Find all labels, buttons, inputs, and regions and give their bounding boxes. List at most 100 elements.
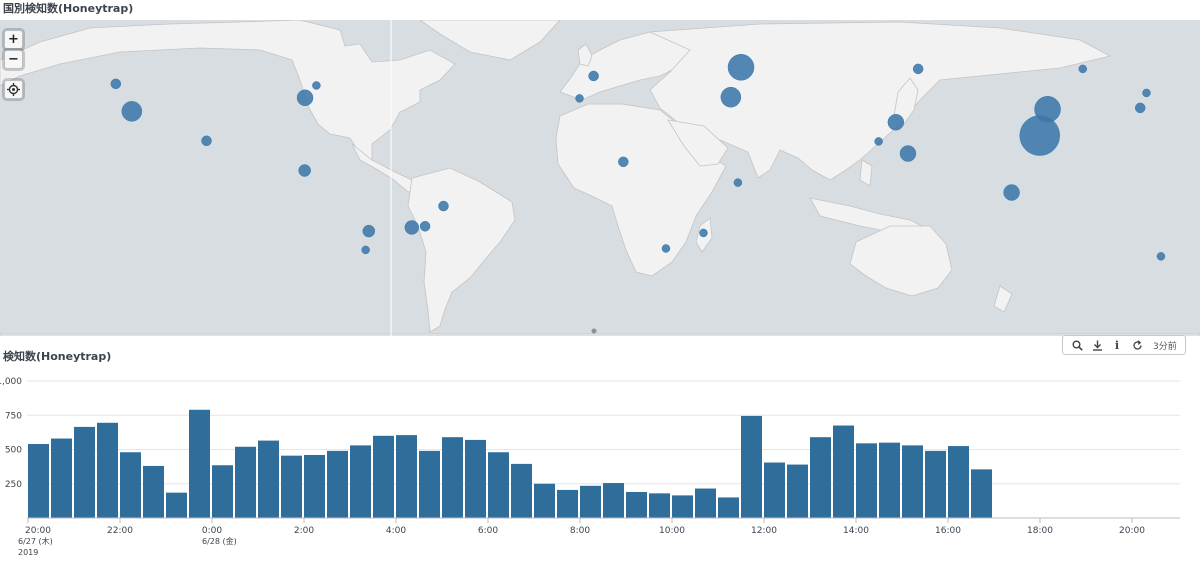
bar xyxy=(488,452,509,518)
map-marker xyxy=(874,137,883,146)
bar xyxy=(718,497,739,518)
map-marker xyxy=(733,178,743,187)
map-canvas[interactable] xyxy=(0,20,1200,336)
map-marker xyxy=(588,70,599,82)
y-tick-label: 250 xyxy=(5,480,22,490)
zoom-in-icon: + xyxy=(8,32,19,47)
map-marker xyxy=(438,200,449,212)
map-marker xyxy=(575,94,584,103)
bar-chart[interactable]: 2505007501,000 20:006/27 (木)201922:000:0… xyxy=(0,365,1200,565)
bar xyxy=(419,450,440,518)
bar xyxy=(97,422,118,518)
x-tick-label: 10:00 xyxy=(659,526,685,536)
landmass-africa xyxy=(555,103,727,277)
bar xyxy=(971,469,992,518)
x-tick-label: 2019 xyxy=(18,548,38,557)
bar xyxy=(28,444,49,518)
info-icon[interactable]: i xyxy=(1107,336,1127,354)
zoom-out-button[interactable]: − xyxy=(4,50,23,69)
bar xyxy=(235,446,256,518)
crosshair-icon xyxy=(7,83,20,96)
bar xyxy=(557,489,578,518)
chart-panel-title: 検知数(Honeytrap) xyxy=(3,350,112,363)
bar xyxy=(741,415,762,518)
x-tick-label: 18:00 xyxy=(1027,526,1053,536)
map-marker xyxy=(899,145,917,162)
map-landmasses xyxy=(0,20,1200,336)
bar xyxy=(764,462,785,518)
locate-button[interactable] xyxy=(4,80,23,99)
landmass-greenland xyxy=(419,20,561,61)
y-tick-label: 750 xyxy=(5,411,22,421)
bar xyxy=(879,442,900,518)
x-tick-label: 6/28 (金) xyxy=(202,536,237,546)
landmass-philippines xyxy=(859,159,873,187)
chart-toolbar: i 3分前 xyxy=(1062,335,1186,355)
x-tick-label: 12:00 xyxy=(751,526,777,536)
landmass-antarctica xyxy=(0,333,1200,336)
x-tick-label: 6/27 (木) xyxy=(18,536,53,546)
bar xyxy=(51,438,72,518)
bar xyxy=(695,488,716,518)
bar xyxy=(258,440,279,518)
bar xyxy=(327,450,348,518)
map-marker xyxy=(618,156,629,168)
map-marker xyxy=(1078,64,1087,74)
bar xyxy=(856,443,877,518)
zoom-in-button[interactable]: + xyxy=(4,30,23,49)
bar xyxy=(810,437,831,518)
map-marker xyxy=(1003,184,1020,201)
map-marker xyxy=(699,228,708,238)
bar xyxy=(350,445,371,518)
bar xyxy=(74,426,95,518)
x-tick-label: 16:00 xyxy=(935,526,961,536)
map-markers xyxy=(110,54,1166,261)
chart-bars xyxy=(28,409,992,518)
map-marker xyxy=(1019,115,1060,156)
bar xyxy=(534,483,555,518)
bar xyxy=(672,495,693,518)
map-marker xyxy=(1156,252,1166,261)
map-marker xyxy=(298,164,311,177)
y-tick-label: 500 xyxy=(5,446,22,456)
map-marker xyxy=(361,245,370,255)
bar xyxy=(373,435,394,518)
refresh-icon[interactable] xyxy=(1127,336,1147,354)
landmass-asia xyxy=(649,21,1112,181)
map-marker xyxy=(201,135,212,147)
map-marker xyxy=(419,221,431,232)
download-icon[interactable] xyxy=(1087,336,1107,354)
landmass-uk xyxy=(577,43,593,67)
bar xyxy=(649,493,670,518)
map-marker xyxy=(121,101,143,122)
x-tick-label: 22:00 xyxy=(107,526,133,536)
map-marker xyxy=(404,220,420,235)
x-tick-label: 2:00 xyxy=(294,526,314,536)
map-marker xyxy=(362,224,376,238)
bar xyxy=(948,446,969,518)
bar xyxy=(143,465,164,518)
bar xyxy=(626,491,647,518)
x-tick-label: 20:00 xyxy=(25,526,51,536)
map-marker xyxy=(312,81,321,90)
bar xyxy=(465,439,486,518)
world-map[interactable]: + − xyxy=(0,20,1200,336)
bar xyxy=(787,464,808,518)
map-marker xyxy=(1142,88,1151,98)
map-marker xyxy=(887,113,905,131)
map-drag-handle[interactable] xyxy=(591,328,597,334)
map-marker xyxy=(296,89,314,107)
landmass-south-america xyxy=(407,167,516,333)
landmass-australia xyxy=(849,225,953,297)
bar xyxy=(442,437,463,518)
map-marker xyxy=(661,244,671,253)
search-icon[interactable] xyxy=(1067,336,1087,354)
bar xyxy=(902,445,923,518)
last-updated-text: 3分前 xyxy=(1153,341,1177,352)
x-tick-label: 0:00 xyxy=(202,526,222,536)
x-tick-label: 6:00 xyxy=(478,526,498,536)
info-glyph: i xyxy=(1114,338,1120,352)
map-marker xyxy=(1134,102,1146,114)
bar xyxy=(511,463,532,518)
